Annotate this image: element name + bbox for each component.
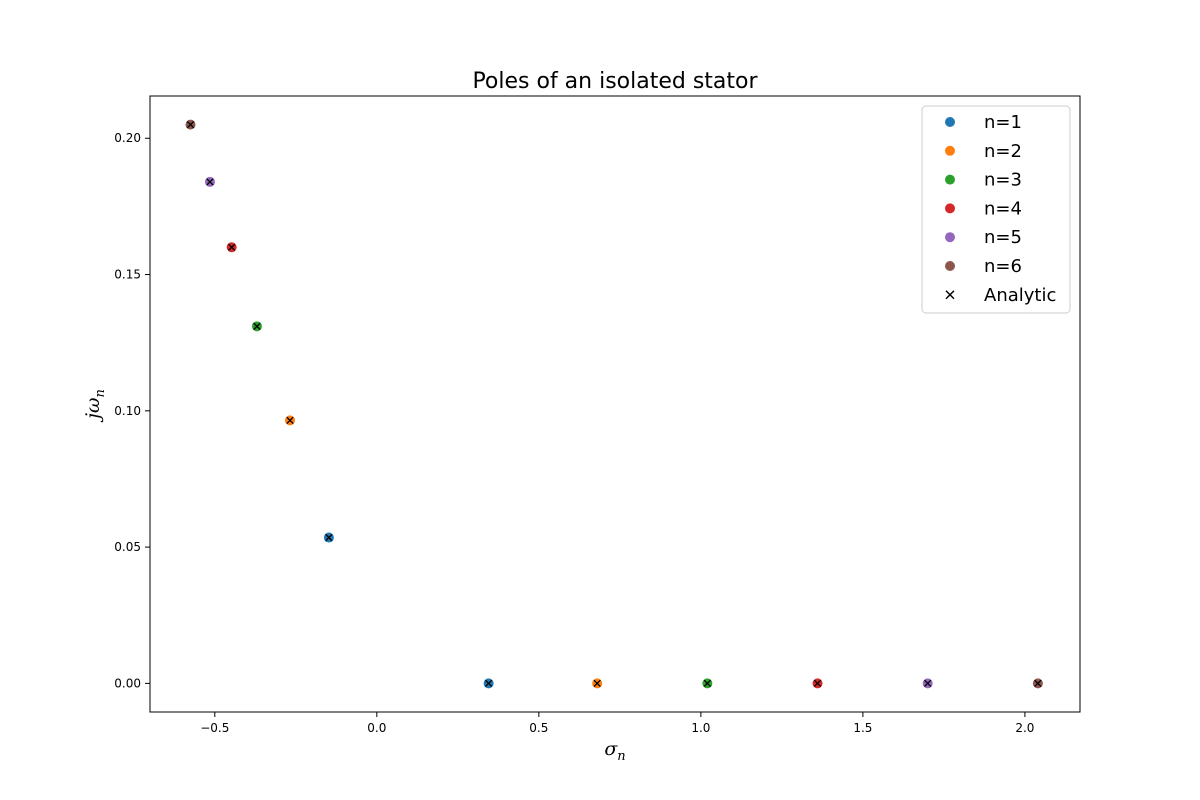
legend-box — [921, 105, 1071, 314]
legend-label: n=5 — [984, 227, 1022, 248]
analytic-pole-marker — [703, 679, 712, 688]
legend-x-marker — [945, 290, 955, 300]
y-axis-label-subscript: n — [93, 389, 108, 397]
analytic-pole-marker — [1034, 679, 1042, 688]
y-axis-label: jωn — [82, 389, 108, 423]
analytic-pole-marker — [206, 178, 214, 186]
legend-circle-marker — [945, 232, 955, 243]
legend-label: Analytic — [984, 285, 1056, 306]
analytic-pole-marker — [593, 679, 601, 688]
y-tick-label: 0.00 — [114, 676, 141, 690]
legend-circle-marker — [945, 145, 955, 156]
analytic-pole-marker — [325, 533, 333, 542]
y-axis-label-base: jω — [82, 397, 104, 422]
x-axis-label-base: σ — [604, 738, 618, 760]
legend-item: n=6 — [945, 256, 1022, 277]
legend-circle-marker — [945, 203, 955, 214]
x-tick-label: 1.5 — [853, 721, 872, 735]
legend-item: n=2 — [945, 141, 1022, 162]
y-tick-label: 0.20 — [114, 131, 141, 145]
chart-title: Poles of an isolated stator — [472, 69, 758, 94]
x-axis-ticks: −0.5 0.0 0.5 1.0 1.5 2.0 — [200, 712, 1034, 735]
analytic-pole-marker — [813, 679, 822, 688]
legend: n=1 n=2 n=3 n=4 n=5 n=6 Analytic — [921, 105, 1071, 314]
x-tick-label: 1.0 — [691, 721, 710, 735]
legend-item: n=3 — [945, 170, 1022, 191]
y-tick-label: 0.10 — [114, 404, 141, 418]
plot-area-frame — [149, 95, 1081, 713]
y-axis-ticks: 0.00 0.05 0.10 0.15 0.20 — [114, 131, 150, 690]
analytic-pole-marker — [924, 679, 932, 688]
analytic-pole-marker — [253, 322, 261, 330]
legend-circle-marker — [945, 174, 955, 185]
legend-label: n=6 — [984, 256, 1022, 277]
x-tick-label: 0.0 — [367, 721, 386, 735]
legend-label: n=4 — [984, 198, 1022, 219]
legend-label: n=3 — [984, 170, 1022, 191]
y-tick-label: 0.05 — [114, 540, 141, 554]
data-points — [185, 119, 1043, 689]
legend-circle-marker — [945, 261, 955, 271]
x-tick-label: −0.5 — [200, 721, 229, 735]
legend-item: n=4 — [945, 198, 1022, 219]
x-axis-label-subscript: n — [617, 749, 625, 764]
legend-label: n=1 — [984, 112, 1022, 133]
y-tick-label: 0.15 — [114, 268, 141, 282]
analytic-pole-marker — [286, 416, 294, 425]
legend-item: n=1 — [945, 112, 1022, 133]
legend-label: n=2 — [984, 141, 1022, 162]
x-axis-label: σn — [604, 738, 625, 764]
x-tick-label: 0.5 — [529, 721, 548, 735]
legend-item: n=5 — [945, 227, 1022, 248]
x-tick-label: 2.0 — [1015, 721, 1034, 735]
analytic-pole-marker — [484, 679, 493, 688]
analytic-pole-marker — [186, 120, 195, 129]
legend-item: Analytic — [945, 285, 1056, 306]
analytic-pole-marker — [227, 243, 236, 251]
legend-circle-marker — [945, 117, 955, 127]
